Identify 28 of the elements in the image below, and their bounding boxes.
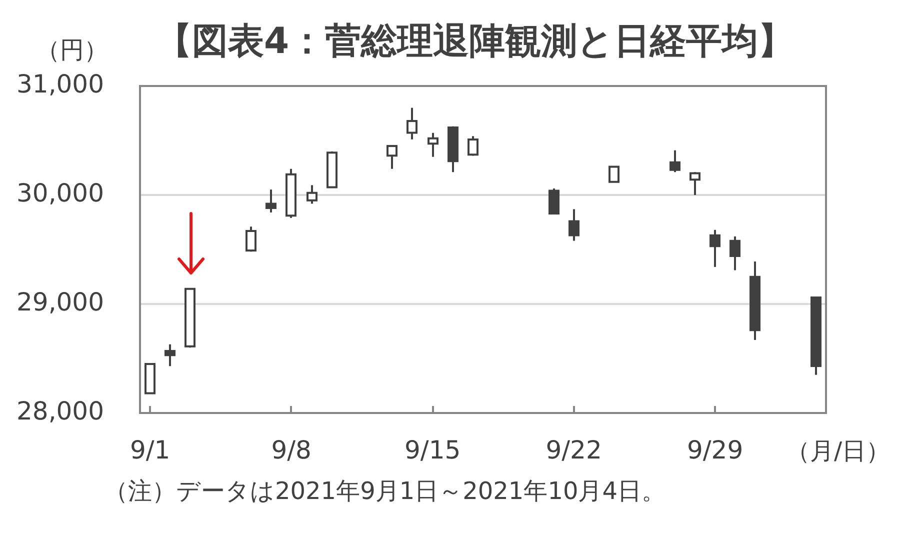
candlestick bbox=[386, 144, 398, 170]
x-tick-label: 9/15 bbox=[404, 436, 461, 464]
candlestick bbox=[266, 188, 276, 214]
x-tick-label: 9/29 bbox=[686, 436, 744, 464]
x-axis-title: （月/日） bbox=[786, 436, 890, 467]
y-tick-label: 30,000 bbox=[16, 178, 104, 208]
candlestick bbox=[608, 166, 620, 183]
candlestick bbox=[246, 226, 256, 253]
candlestick bbox=[468, 135, 478, 157]
candlestick bbox=[730, 235, 740, 272]
x-tick-label: 9/1 bbox=[130, 436, 170, 464]
x-tick-label: 9/22 bbox=[546, 436, 602, 464]
y-tick-label: 28,000 bbox=[16, 396, 104, 426]
y-tick-label: 29,000 bbox=[16, 288, 104, 316]
candlestick bbox=[428, 132, 438, 158]
y-axis-title: （円） bbox=[36, 35, 108, 66]
candlestick bbox=[406, 106, 418, 140]
candlestick bbox=[710, 228, 720, 268]
candlestick bbox=[548, 187, 560, 215]
x-tick-label: 9/8 bbox=[271, 436, 312, 464]
candlestick bbox=[306, 184, 318, 205]
candlestick bbox=[670, 149, 680, 174]
candlestick bbox=[690, 171, 700, 196]
y-tick-label: 31,000 bbox=[16, 70, 104, 98]
chart-title: 【図表4：菅総理退陣観測と日経平均】 bbox=[154, 20, 796, 64]
candlestick bbox=[164, 343, 176, 368]
candlestick bbox=[568, 208, 580, 242]
text: （注）データは2021年9月1日～2021年10月4日。 bbox=[104, 476, 666, 506]
